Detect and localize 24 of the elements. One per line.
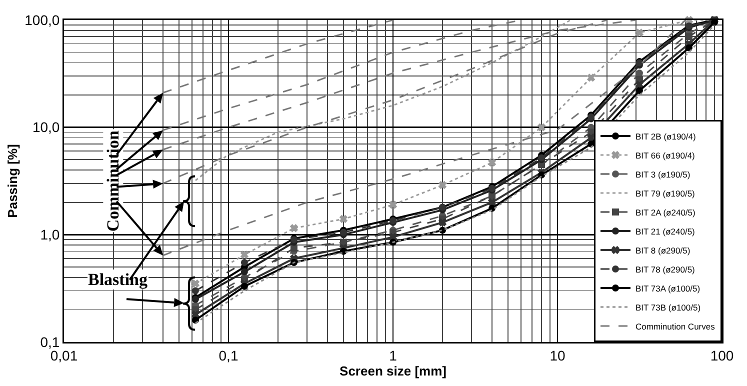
legend-label: BIT 66 (ø190/4) <box>636 150 696 160</box>
legend-label: BIT 21 (ø240/5) <box>636 226 696 236</box>
legend-label: BIT 3 (ø190/5) <box>636 169 690 180</box>
legend-label: BIT 8 (ø290/5) <box>636 245 690 256</box>
legend-label: BIT 2A (ø240/5) <box>636 207 696 218</box>
y-tick-label: 1,0 <box>40 226 60 243</box>
legend-label: BIT 79 (ø190/5) <box>636 188 696 198</box>
y-tick-label: 10,0 <box>32 119 60 136</box>
legend-label: Comminution Curves <box>636 321 715 332</box>
legend-label: BIT 2B (ø190/4) <box>636 131 696 142</box>
x-tick-label: 0,01 <box>50 347 78 364</box>
legend-label: BIT 73B (ø100/5) <box>636 302 701 312</box>
x-tick-label: 1 <box>389 347 398 364</box>
x-tick-label: 100 <box>710 347 734 364</box>
legend-label: BIT 78 (ø290/5) <box>636 264 696 274</box>
x-axis-title: Screen size [mm] <box>340 363 446 378</box>
legend-label: BIT 73A (ø100/5) <box>636 283 700 294</box>
x-tick-label: 0,1 <box>218 347 238 364</box>
annotation: Blasting <box>88 270 148 289</box>
annotation: Comminution <box>104 130 123 232</box>
x-tick-label: 10 <box>550 347 566 364</box>
y-tick-label: 100,0 <box>24 12 60 28</box>
y-tick-label: 0,1 <box>40 334 60 350</box>
y-axis-title: Passing [%] <box>4 144 20 218</box>
